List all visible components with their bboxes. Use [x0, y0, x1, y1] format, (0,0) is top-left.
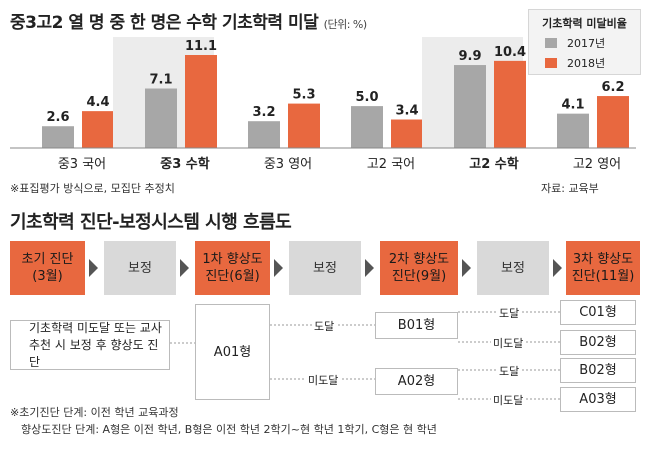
- step-initial-diagnosis: 초기 진단 (3월): [10, 241, 85, 295]
- type-b01: B01형: [375, 312, 458, 339]
- chart-title-text: 중3고2 열 명 중 한 명은 수학 기초학력 미달: [10, 13, 319, 33]
- label-reach: 도달: [497, 305, 522, 321]
- category-label: 고2 영어: [573, 157, 621, 172]
- data-label: 4.1: [561, 98, 584, 113]
- legend-title: 기초학력 미달비율: [542, 17, 627, 30]
- arrow-icon: [180, 259, 189, 277]
- data-label: 11.1: [185, 39, 217, 54]
- bar-2018: [391, 119, 423, 148]
- remedial-note: 기초학력 미도달 또는 교사 추천 시 보정 후 향상도 진단: [10, 320, 170, 370]
- data-label: 10.4: [494, 45, 526, 60]
- bar-2017: [454, 65, 486, 148]
- bar-2017: [557, 113, 589, 148]
- legend-swatch-2017: [545, 38, 557, 48]
- legend-item-2018: 2018년: [545, 55, 640, 71]
- bar-2017: [145, 88, 177, 148]
- category-label: 중3 수학: [160, 156, 209, 172]
- bar-2017: [42, 126, 74, 148]
- unit-label: (단위: %): [323, 18, 367, 31]
- bar-2018: [597, 96, 629, 148]
- arrow-icon: [365, 259, 374, 277]
- label-reach: 도달: [312, 318, 337, 334]
- data-label: 6.2: [601, 80, 624, 95]
- type-a03: A03형: [560, 387, 636, 412]
- bar-2018: [82, 111, 114, 148]
- label-not-reach: 미도달: [306, 372, 341, 388]
- label-not-reach: 미도달: [491, 392, 526, 408]
- chart-title: 중3고2 열 명 중 한 명은 수학 기초학력 미달 (단위: %): [10, 8, 367, 33]
- type-a01: A01형: [195, 304, 270, 400]
- type-c01: C01형: [560, 300, 636, 325]
- sampling-note: ※표집평가 방식으로, 모집단 추정치: [10, 182, 175, 195]
- bar-2018: [494, 60, 526, 148]
- data-label: 5.0: [355, 90, 378, 105]
- step-progress-2: 2차 향상도 진단(9월): [380, 241, 458, 295]
- label-reach: 도달: [497, 363, 522, 379]
- bar-2017: [248, 121, 280, 148]
- type-a02: A02형: [375, 368, 458, 395]
- arrow-icon: [553, 259, 562, 277]
- arrow-icon: [274, 259, 283, 277]
- category-label: 중3 영어: [264, 157, 312, 172]
- label-not-reach: 미도달: [491, 335, 526, 351]
- data-label: 5.3: [292, 88, 315, 103]
- step-remedial-2: 보정: [289, 241, 361, 295]
- flow-title: 기초학력 진단-보정시스템 시행 흐름도: [10, 212, 292, 233]
- legend-item-2017: 2017년: [545, 35, 640, 51]
- footnote-1: ※초기진단 단계: 이전 학년 교육과정: [10, 406, 179, 419]
- bar-2017: [351, 106, 383, 148]
- category-label: 고2 수학: [469, 156, 518, 172]
- bar-chart: 2.6 4.4 중3 국어 7.1 11.1 중3 수학 3.2 5.3 중3 영어 5.0 3.4…: [10, 37, 636, 172]
- footnotes: ※초기진단 단계: 이전 학년 교육과정 향상도진단 단계: A형은 이전 학년…: [10, 404, 437, 438]
- legend-label-2017: 2017년: [567, 37, 606, 50]
- data-label: 3.4: [395, 104, 418, 119]
- legend-label-2018: 2018년: [567, 57, 606, 70]
- data-label: 3.2: [252, 105, 275, 120]
- data-label: 7.1: [149, 73, 172, 88]
- bar-2018: [288, 103, 320, 148]
- data-label: 9.9: [458, 49, 481, 64]
- data-label: 2.6: [46, 110, 69, 125]
- arrow-icon: [89, 259, 98, 277]
- bar-2018: [185, 55, 217, 148]
- type-b02-bottom: B02형: [560, 358, 636, 383]
- step-remedial-3: 보정: [477, 241, 549, 295]
- footnote-2: 향상도진단 단계: A형은 이전 학년, B형은 이전 학년 2학기~현 학년 …: [21, 423, 437, 436]
- category-label: 중3 국어: [58, 157, 106, 172]
- legend: 기초학력 미달비율 2017년 2018년: [528, 9, 641, 75]
- legend-swatch-2018: [545, 58, 557, 68]
- step-remedial-1: 보정: [104, 241, 176, 295]
- source-label: 자료: 교육부: [541, 182, 599, 195]
- data-label: 4.4: [86, 95, 109, 110]
- step-progress-3: 3차 향상도 진단(11월): [566, 241, 640, 295]
- step-progress-1: 1차 향상도 진단(6월): [195, 241, 270, 295]
- type-b02-top: B02형: [560, 330, 636, 355]
- arrow-icon: [462, 259, 471, 277]
- category-label: 고2 국어: [367, 157, 415, 172]
